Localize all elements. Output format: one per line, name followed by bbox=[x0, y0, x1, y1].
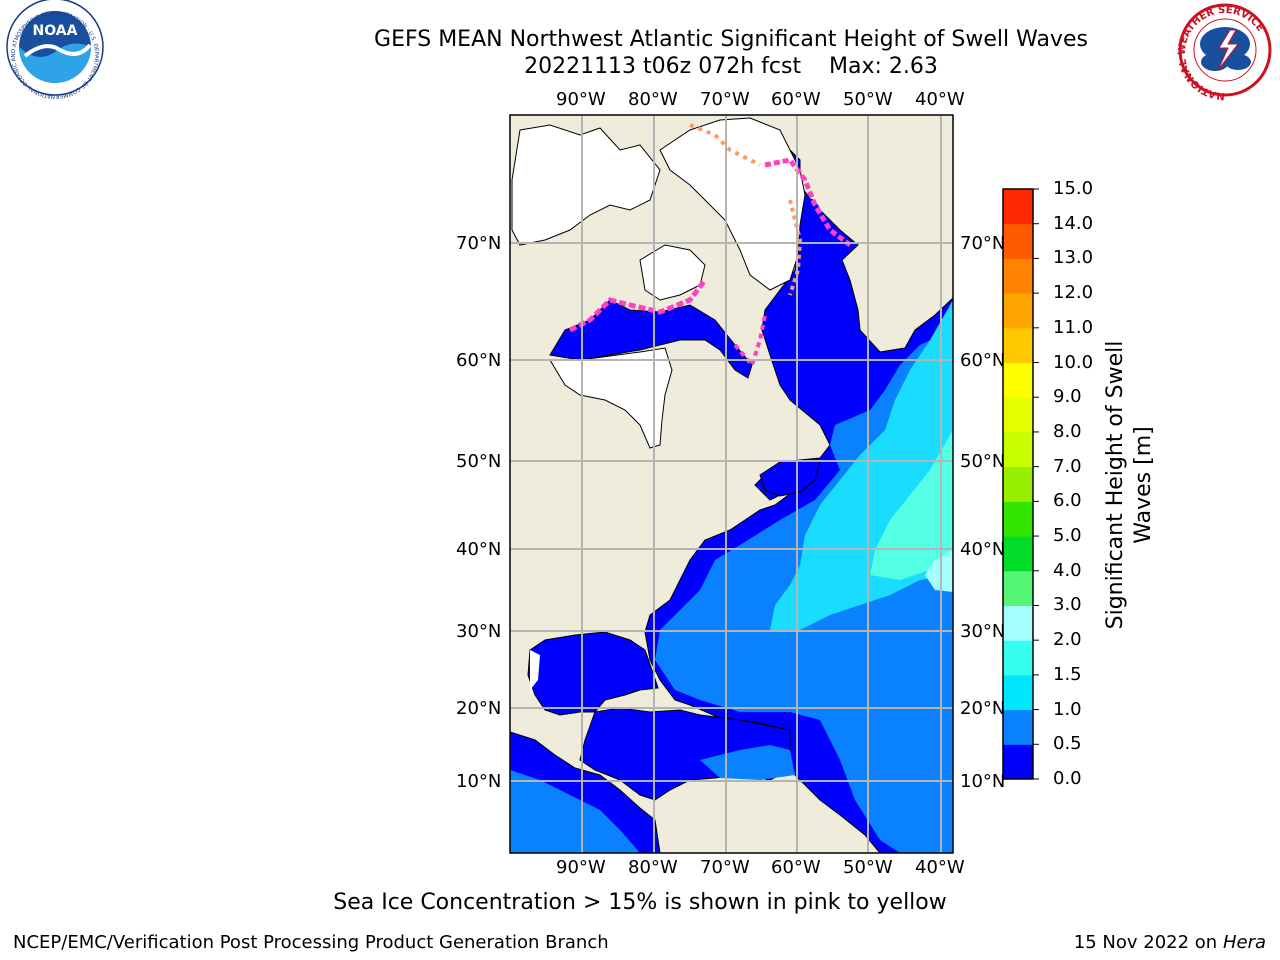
arctic-islands-ice bbox=[511, 124, 661, 246]
lat-label-right: 30°N bbox=[960, 621, 1006, 642]
greenland-ice bbox=[659, 117, 806, 291]
lon-label-bottom: 70°W bbox=[700, 857, 750, 878]
colorbar-segment bbox=[1003, 223, 1033, 259]
lat-label-right: 70°N bbox=[960, 233, 1006, 254]
swell-caribbean-mid bbox=[700, 745, 795, 780]
map-frame bbox=[509, 114, 954, 854]
lon-label-bottom: 50°W bbox=[843, 857, 893, 878]
caption: Sea Ice Concentration > 15% is shown in … bbox=[333, 890, 947, 915]
lon-label-top: 50°W bbox=[843, 89, 893, 110]
lat-label-left: 40°N bbox=[456, 539, 502, 560]
sea-ice-edge-orange bbox=[689, 123, 761, 167]
footer-date: 15 Nov 2022 on Hera bbox=[1073, 932, 1266, 953]
lat-label-right: 10°N bbox=[960, 771, 1006, 792]
colorbar-tick-label: 1.5 bbox=[1053, 663, 1082, 685]
colorbar bbox=[1002, 188, 1039, 780]
lat-label-left: 60°N bbox=[456, 350, 502, 371]
colorbar-tick-label: 7.0 bbox=[1053, 455, 1082, 477]
colorbar-segment bbox=[1003, 431, 1033, 468]
colorbar-segment bbox=[1003, 605, 1033, 641]
lat-label-left: 20°N bbox=[456, 698, 502, 719]
colorbar-tick-label: 14.0 bbox=[1053, 212, 1094, 234]
colorbar-segment bbox=[1003, 362, 1033, 398]
colorbar-segment bbox=[1003, 536, 1033, 572]
colorbar-segment bbox=[1003, 293, 1033, 329]
lat-label-left: 70°N bbox=[456, 233, 502, 254]
lat-label-right: 40°N bbox=[960, 539, 1006, 560]
chart-subtitle: 20221113 t06z 072h fcst Max: 2.63 bbox=[524, 54, 938, 79]
colorbar-segment bbox=[1003, 674, 1033, 711]
baffin-ice-edge bbox=[788, 199, 803, 296]
colorbar-tick-label: 1.0 bbox=[1053, 698, 1082, 720]
colorbar-tick-label: 12.0 bbox=[1053, 282, 1094, 304]
colorbar-segment bbox=[1003, 744, 1033, 780]
chart-title: GEFS MEAN Northwest Atlantic Significant… bbox=[374, 27, 1088, 52]
lat-label-right: 60°N bbox=[960, 350, 1006, 371]
gulf-white-patch bbox=[530, 650, 540, 690]
colorbar-tick-label: 10.0 bbox=[1053, 351, 1094, 373]
james-bay-ice bbox=[549, 347, 673, 449]
noaa-logo-text: NOAA bbox=[33, 23, 78, 39]
map bbox=[509, 114, 954, 854]
lon-label-top: 80°W bbox=[628, 89, 678, 110]
lat-label-right: 20°N bbox=[960, 698, 1006, 719]
colorbar-tick-label: 11.0 bbox=[1053, 316, 1094, 338]
lon-label-bottom: 60°W bbox=[771, 857, 821, 878]
colorbar-tick-label: 6.0 bbox=[1053, 490, 1082, 512]
lon-label-bottom: 80°W bbox=[628, 857, 678, 878]
lon-label-top: 70°W bbox=[700, 89, 750, 110]
colorbar-segment bbox=[1003, 258, 1033, 294]
colorbar-tick-label: 15.0 bbox=[1053, 178, 1094, 199]
colorbar-tick-label: 4.0 bbox=[1053, 559, 1082, 581]
swell-band-2-0-to-3-0 bbox=[925, 550, 953, 592]
lat-label-left: 10°N bbox=[456, 771, 502, 792]
nws-logo: NATIONAL WEATHER SERVICE bbox=[1177, 3, 1272, 101]
colorbar-segment bbox=[1003, 189, 1033, 225]
colorbar-frame bbox=[1002, 188, 1034, 780]
colorbar-tick-label: 0.0 bbox=[1053, 768, 1082, 789]
colorbar-segment bbox=[1003, 466, 1033, 502]
colorbar-segment bbox=[1003, 501, 1033, 537]
lat-label-left: 50°N bbox=[456, 451, 502, 472]
colorbar-segment bbox=[1003, 397, 1033, 433]
colorbar-tick-label: 2.0 bbox=[1053, 629, 1082, 651]
sea-ice-edge bbox=[764, 157, 852, 247]
colorbar-tick-label: 5.0 bbox=[1053, 525, 1082, 547]
lat-label-right: 50°N bbox=[960, 451, 1006, 472]
footer-machine: Hera bbox=[1222, 932, 1266, 953]
colorbar-title: Significant Height of Swell Waves [m] bbox=[1103, 340, 1156, 630]
lon-label-top: 40°W bbox=[915, 89, 965, 110]
colorbar-segment bbox=[1003, 709, 1033, 745]
hudson-ice-edge bbox=[568, 278, 707, 333]
colorbar-tick-label: 3.0 bbox=[1053, 594, 1082, 616]
ocean-baffin-bay bbox=[790, 195, 858, 330]
lat-label-left: 30°N bbox=[456, 621, 502, 642]
colorbar-segment bbox=[1003, 327, 1033, 364]
colorbar-tick-label: 13.0 bbox=[1053, 247, 1094, 269]
colorbar-tick-label: 9.0 bbox=[1053, 386, 1082, 408]
colorbar-segment bbox=[1003, 640, 1033, 676]
colorbar-tick-label: 0.5 bbox=[1053, 733, 1082, 755]
lon-label-top: 90°W bbox=[556, 89, 606, 110]
labrador-ice-edge bbox=[733, 314, 767, 370]
colorbar-tick-label: 8.0 bbox=[1053, 420, 1082, 442]
colorbar-segment bbox=[1003, 570, 1033, 606]
lon-label-bottom: 90°W bbox=[556, 857, 606, 878]
lon-label-bottom: 40°W bbox=[915, 857, 965, 878]
swell-band-1-5-to-2-0 bbox=[870, 430, 953, 580]
footer-credit: NCEP/EMC/Verification Post Processing Pr… bbox=[13, 932, 609, 953]
lon-label-top: 60°W bbox=[771, 89, 821, 110]
swell-pacific-mid bbox=[510, 770, 640, 853]
noaa-logo: NOAA NATIONAL OCEANIC AND ATMOSPHERIC AD… bbox=[0, 0, 104, 99]
graticule bbox=[510, 115, 953, 853]
